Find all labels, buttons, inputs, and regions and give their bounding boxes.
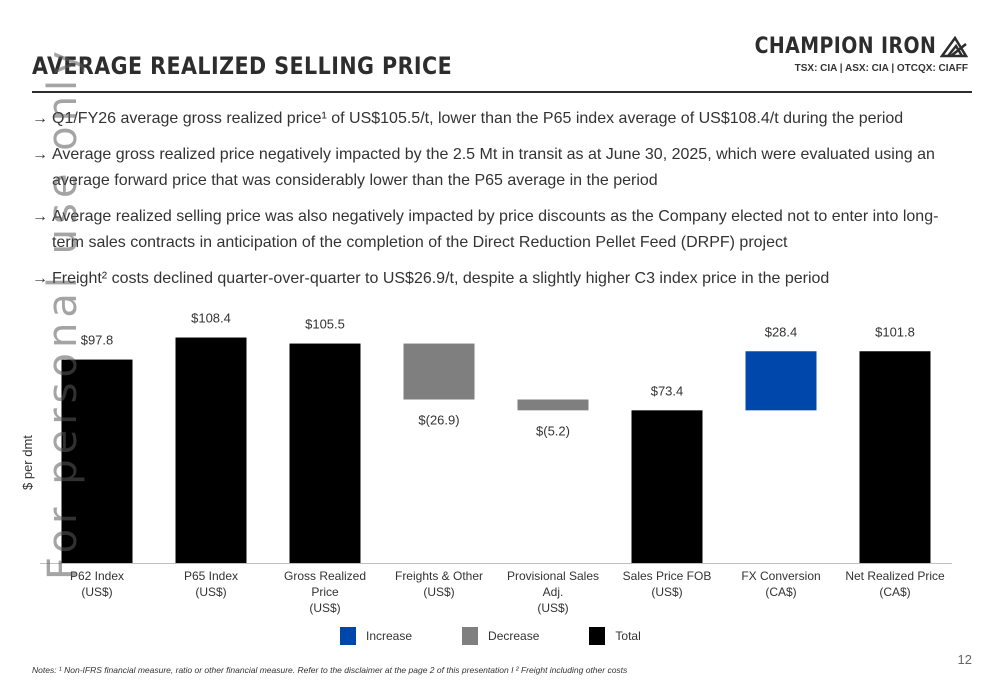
x-tick-label: Sales Price FOB <box>623 569 712 583</box>
data-label: $(5.2) <box>536 423 570 438</box>
legend-item-total: Total <box>589 627 641 645</box>
data-label: $105.5 <box>305 317 345 332</box>
bar-decrease <box>403 343 475 400</box>
x-tick-label: (US$) <box>309 601 340 615</box>
waterfall-chart: $97.8 P62 Index (US$) $108.4 P65 Index (US$) $… <box>40 311 952 615</box>
x-tick-label: FX Conversion <box>741 569 820 583</box>
ticker-symbols: TSX: CIA | ASX: CIA | OTCQX: CIAFF <box>794 63 968 74</box>
bullet-list: → Q1/FY26 average gross realized price¹ … <box>32 106 962 302</box>
bullet-item: → Q1/FY26 average gross realized price¹ … <box>32 106 962 132</box>
x-tick-label: (US$) <box>651 585 682 599</box>
logo-text: CHAMPION IRON <box>754 34 936 59</box>
chart-legend: Increase Decrease Total <box>340 627 691 645</box>
x-tick-label: Price <box>311 585 339 599</box>
data-label: $101.8 <box>875 324 915 339</box>
header-divider <box>32 91 972 93</box>
x-tick-label: (CA$) <box>879 585 910 599</box>
x-tick-label: P62 Index <box>70 569 124 583</box>
x-tick-label: Gross Realized <box>284 569 366 583</box>
page-title: AVERAGE REALIZED SELLING PRICE <box>32 52 453 80</box>
bullet-text: Average realized selling price was also … <box>52 208 939 251</box>
arrow-right-icon: → <box>32 110 48 127</box>
x-tick-label: (US$) <box>423 585 454 599</box>
legend-swatch-increase <box>340 627 356 645</box>
arrow-right-icon: → <box>32 208 48 225</box>
legend-label: Decrease <box>488 629 540 643</box>
legend-item-decrease: Decrease <box>462 627 539 645</box>
bar-total <box>289 343 361 563</box>
x-tick-label: Adj. <box>543 585 564 599</box>
data-label: $97.8 <box>81 333 114 348</box>
data-label: $108.4 <box>191 311 231 326</box>
x-tick-label: (CA$) <box>765 585 796 599</box>
data-label: $(26.9) <box>418 413 459 428</box>
arrow-right-icon: → <box>32 146 48 163</box>
bar-total <box>859 351 931 563</box>
legend-label: Total <box>615 629 641 643</box>
bar-total <box>631 410 703 563</box>
footnotes: Notes: ¹ Non-IFRS financial measure, rat… <box>32 665 628 675</box>
x-tick-label: Net Realized Price <box>845 569 945 583</box>
x-tick-label: P65 Index <box>184 569 238 583</box>
bar-total <box>61 359 133 563</box>
bullet-text: Freight² costs declined quarter-over-qua… <box>52 270 830 287</box>
x-tick-label: Provisional Sales <box>507 569 599 583</box>
bullet-text: Q1/FY26 average gross realized price¹ of… <box>52 110 904 127</box>
mountain-logo-icon <box>940 35 968 57</box>
x-tick-label: Freights & Other <box>395 569 483 583</box>
bullet-item: → Freight² costs declined quarter-over-q… <box>32 266 962 292</box>
arrow-right-icon: → <box>32 270 48 287</box>
page-number: 12 <box>957 652 972 667</box>
legend-swatch-total <box>589 627 606 645</box>
bar-decrease <box>517 399 589 411</box>
legend-swatch-decrease <box>462 627 479 645</box>
x-tick-label: (US$) <box>195 585 226 599</box>
x-tick-label: (US$) <box>537 601 568 615</box>
bullet-item: → Average gross realized price negativel… <box>32 142 962 194</box>
bullet-item: → Average realized selling price was als… <box>32 204 962 256</box>
bar-increase <box>745 351 817 411</box>
bullet-text: Average gross realized price negatively … <box>52 146 935 189</box>
data-label: $28.4 <box>765 324 798 339</box>
legend-item-increase: Increase <box>340 627 412 645</box>
company-logo: CHAMPION IRON TSX: CIA | ASX: CIA | OTCQ… <box>725 34 968 74</box>
legend-label: Increase <box>366 629 413 643</box>
data-label: $73.4 <box>651 383 684 398</box>
x-tick-label: (US$) <box>81 585 112 599</box>
bar-total <box>175 337 247 563</box>
